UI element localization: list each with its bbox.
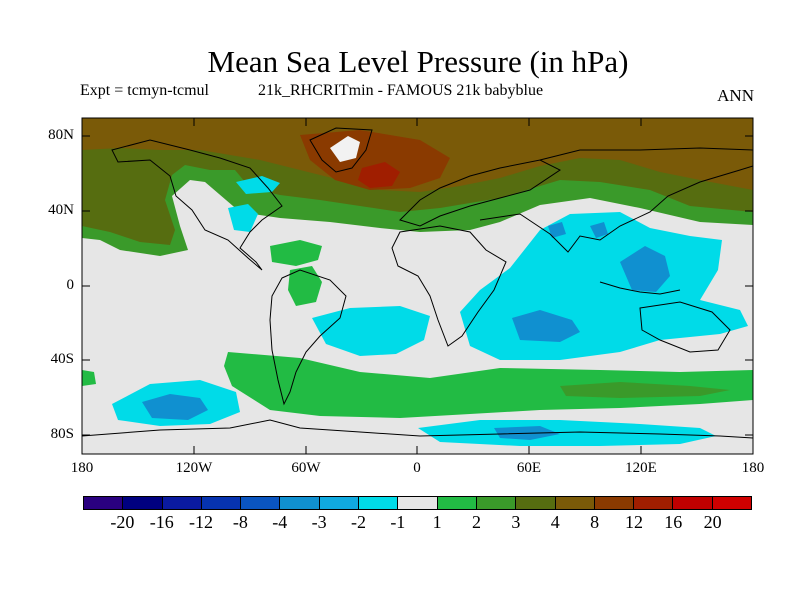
x-tick-label: 120E <box>625 460 657 476</box>
colorbar-swatch <box>84 497 124 509</box>
antarctica-coast <box>82 419 753 439</box>
y-tick-label: 80S <box>50 426 74 442</box>
season-label: ANN <box>717 86 754 105</box>
y-tick-label: 80N <box>48 127 74 143</box>
africa-coast <box>391 225 507 347</box>
colorbar-swatch <box>123 497 163 509</box>
x-tick-label: 60E <box>516 460 542 476</box>
colorbar-level-label: 16 <box>664 512 683 532</box>
colorbar-swatch <box>398 497 438 509</box>
colorbar-swatch <box>280 497 320 509</box>
contour-fill <box>82 118 753 454</box>
colorbar-level-label: -12 <box>189 512 214 532</box>
greenland-peak <box>358 162 400 188</box>
colorbar-level-label: 12 <box>624 512 643 532</box>
colorbar-level-label: 20 <box>703 512 722 532</box>
greenland-coast <box>309 127 373 173</box>
south-america-positive <box>288 266 322 306</box>
colorbar-swatch <box>594 497 635 509</box>
west-edge-positive <box>82 370 96 386</box>
coastlines <box>82 127 753 439</box>
antarctic-negative <box>418 420 716 446</box>
y-tick-label: 0 <box>66 277 75 293</box>
pacific-southern-core <box>142 394 208 420</box>
europe-coast <box>399 159 561 227</box>
axis-ticks <box>82 118 753 454</box>
southern-ocean-positive-inner <box>560 382 730 398</box>
caribbean-positive <box>270 240 322 266</box>
x-tick-label: 60W <box>291 460 321 476</box>
y-tick-label: 40S <box>50 351 74 367</box>
colorbar-level-label: -2 <box>350 512 366 532</box>
colorbar-level-label: -1 <box>390 512 406 532</box>
x-tick-label: 180 <box>70 460 94 476</box>
colorbar-swatch <box>516 497 556 509</box>
colorbar-level-label: -16 <box>149 512 174 532</box>
colorbar-swatch <box>201 497 242 509</box>
colorbar-level-label: -20 <box>110 512 135 532</box>
arabian-negative <box>548 222 566 238</box>
colorbar-swatch <box>712 497 752 509</box>
ice-sheet-neutral <box>330 136 360 162</box>
plot-title: Mean Sea Level Pressure (in hPa) <box>207 44 629 79</box>
colorbar-level-label: -8 <box>232 512 248 532</box>
maritime-continent-negative <box>620 246 670 292</box>
atlantic-negative <box>312 306 430 356</box>
southern-ocean-positive-band <box>224 352 753 418</box>
south-america-coast <box>269 269 347 406</box>
colorbar-swatch <box>555 497 595 509</box>
x-tick-label: 0 <box>413 460 421 476</box>
colorbar-level-label: -3 <box>311 512 327 532</box>
colorbar-level-label: 8 <box>590 512 600 532</box>
australia-coast <box>639 301 731 353</box>
x-tick-label: 180 <box>741 460 765 476</box>
colorbar-swatch <box>634 497 674 509</box>
colorbar-level-label: -4 <box>272 512 288 532</box>
bay-negative <box>590 222 608 238</box>
comparison-label: 21k_RHCRITmin - FAMOUS 21k babyblue <box>258 82 544 99</box>
colorbar-swatch <box>319 497 360 509</box>
colorbar-level-label: 2 <box>472 512 482 532</box>
asia-coast <box>479 147 753 253</box>
colorbar-level-label: 3 <box>511 512 521 532</box>
colorbar-level-label: 4 <box>550 512 560 532</box>
north-america-coast <box>111 139 283 271</box>
colorbar-level-label: 1 <box>432 512 442 532</box>
colorbar-swatch <box>359 497 399 509</box>
experiment-label: Expt = tcmyn-tcmul <box>80 82 209 99</box>
south-indian-negative <box>512 310 580 342</box>
colorbar-swatch <box>162 497 202 509</box>
indonesia-coast <box>599 281 681 295</box>
colorbar-swatch <box>241 497 281 509</box>
x-tick-label: 120W <box>175 460 213 476</box>
colorbar-swatch <box>476 497 517 509</box>
colorbar <box>83 496 752 510</box>
y-tick-label: 40N <box>48 202 74 218</box>
colorbar-swatch <box>437 497 477 509</box>
north-america-negative-2 <box>228 204 258 232</box>
colorbar-swatch <box>673 497 713 509</box>
